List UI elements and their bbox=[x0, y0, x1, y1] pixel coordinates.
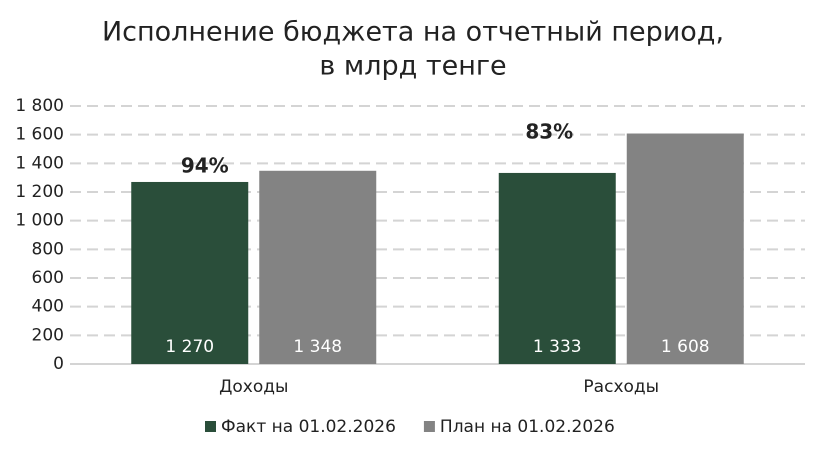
y-tick-label: 1 600 bbox=[15, 125, 64, 145]
x-tick-label: Расходы bbox=[583, 377, 659, 397]
annotation: 83% bbox=[525, 119, 573, 143]
bar bbox=[131, 181, 249, 364]
chart-title: Исполнение бюджета на отчетный период, bbox=[102, 17, 724, 48]
annotation: 94% bbox=[181, 153, 229, 177]
x-tick-label: Доходы bbox=[219, 377, 288, 397]
bar bbox=[259, 170, 377, 364]
legend-swatch bbox=[423, 421, 435, 432]
y-tick-label: 400 bbox=[32, 297, 64, 317]
y-tick-label: 0 bbox=[53, 354, 64, 374]
value-label: 1 333 bbox=[533, 337, 582, 357]
value-label: 1 608 bbox=[661, 337, 710, 357]
y-tick-label: 1 400 bbox=[15, 153, 64, 173]
y-tick-label: 1 800 bbox=[15, 96, 64, 116]
bar bbox=[498, 172, 616, 364]
chart-title: в млрд тенге bbox=[319, 51, 506, 82]
y-tick-label: 200 bbox=[32, 325, 64, 345]
y-tick-label: 1 000 bbox=[15, 211, 64, 231]
value-label: 1 270 bbox=[165, 337, 214, 357]
y-tick-label: 600 bbox=[32, 268, 64, 288]
legend-label: Факт на 01.02.2026 bbox=[221, 417, 396, 437]
bar bbox=[626, 133, 744, 364]
y-tick-label: 1 200 bbox=[15, 182, 64, 202]
legend-label: План на 01.02.2026 bbox=[440, 417, 615, 437]
legend-swatch bbox=[205, 421, 216, 432]
y-tick-label: 800 bbox=[32, 239, 64, 259]
value-label: 1 348 bbox=[293, 337, 342, 357]
